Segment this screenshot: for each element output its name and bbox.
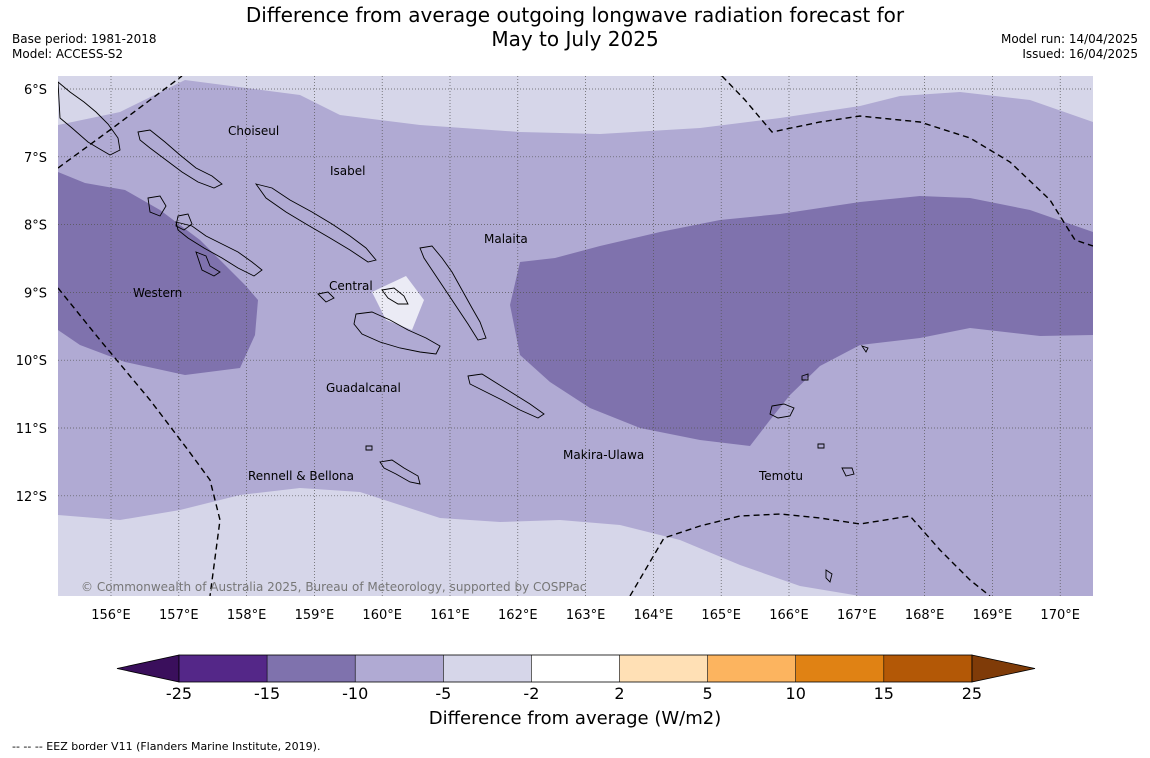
colorbar-tick-label: -5 bbox=[435, 684, 451, 703]
island-bellona bbox=[365, 445, 373, 451]
colorbar-segment bbox=[267, 655, 356, 682]
island-choiseul bbox=[137, 129, 223, 189]
latitude-label: 6°S bbox=[24, 83, 47, 98]
latitude-label: 9°S bbox=[24, 286, 47, 301]
longitude-label: 160°E bbox=[362, 608, 402, 623]
longitude-label: 168°E bbox=[905, 608, 945, 623]
longitude-label: 163°E bbox=[566, 608, 606, 623]
longitude-label: 157°E bbox=[159, 608, 199, 623]
colorbar-segment bbox=[883, 655, 972, 682]
colorbar-extend-high bbox=[971, 654, 1036, 683]
colorbar-segment bbox=[443, 655, 532, 682]
model-name: Model: ACCESS-S2 bbox=[12, 47, 124, 61]
island-bougainville bbox=[58, 81, 121, 156]
colorbar-segment bbox=[355, 655, 444, 682]
colorbar-tick-label: 15 bbox=[874, 684, 894, 703]
island-reef bbox=[801, 373, 809, 381]
map-panel bbox=[58, 76, 1093, 596]
island-south-small bbox=[825, 569, 833, 583]
latitude-labels: 6°S 7°S 8°S 9°S 10°S 11°S 12°S bbox=[16, 83, 47, 505]
place-label-guadalcanal: Guadalcanal bbox=[326, 381, 401, 395]
place-label-choiseul: Choiseul bbox=[228, 124, 279, 138]
title-line-2: May to July 2025 bbox=[491, 27, 659, 51]
copyright-notice: © Commonwealth of Australia 2025, Bureau… bbox=[81, 580, 587, 594]
island-santa-cruz bbox=[769, 403, 795, 419]
colorbar-tick-label: -25 bbox=[166, 684, 192, 703]
colorbar-extend-low bbox=[116, 654, 180, 683]
island-rendova bbox=[195, 251, 221, 277]
region-dark-west bbox=[58, 172, 258, 375]
island-malaita bbox=[419, 245, 487, 341]
eez-border-south-east bbox=[629, 513, 991, 596]
eez-borders bbox=[58, 76, 1093, 596]
issued-date: Issued: 16/04/2025 bbox=[1022, 47, 1138, 61]
model-run: Model run: 14/04/2025 bbox=[1000, 32, 1138, 46]
latitude-label: 8°S bbox=[24, 219, 47, 234]
island-new-georgia bbox=[175, 221, 263, 277]
island-small-east bbox=[860, 345, 869, 353]
island-guadalcanal bbox=[353, 311, 441, 355]
longitude-label: 167°E bbox=[837, 608, 877, 623]
longitude-label: 166°E bbox=[769, 608, 809, 623]
island-makira bbox=[467, 373, 545, 419]
island-vella-lavella bbox=[147, 195, 167, 217]
island-anuta bbox=[841, 467, 855, 477]
longitude-label: 159°E bbox=[295, 608, 335, 623]
region-dark-east bbox=[510, 196, 1093, 446]
longitude-label: 156°E bbox=[91, 608, 131, 623]
longitude-label: 170°E bbox=[1040, 608, 1080, 623]
coastlines bbox=[58, 81, 869, 583]
meta-right: Model run: 14/04/2025 Issued: 16/04/2025 bbox=[1001, 32, 1138, 62]
island-florida bbox=[381, 287, 409, 305]
colorbar-segment bbox=[619, 655, 708, 682]
colorbar-tick-label: 5 bbox=[703, 684, 713, 703]
colorbar-segment bbox=[531, 655, 620, 682]
place-label-western: Western bbox=[133, 286, 182, 300]
title-line-1: Difference from average outgoing longwav… bbox=[245, 3, 905, 27]
longitude-label: 164°E bbox=[634, 608, 674, 623]
meta-left: Base period: 1981-2018 Model: ACCESS-S2 bbox=[12, 32, 157, 62]
colorbar-segment bbox=[179, 655, 268, 682]
island-kolombangara bbox=[175, 213, 193, 231]
eez-border-north-east bbox=[721, 76, 1093, 247]
island-rennell bbox=[379, 459, 421, 485]
colorbar-tick-label: 2 bbox=[614, 684, 624, 703]
place-label-rennell-bellona: Rennell & Bellona bbox=[248, 469, 354, 483]
place-label-isabel: Isabel bbox=[330, 164, 365, 178]
longitude-label: 158°E bbox=[227, 608, 267, 623]
colorbar: -25 -15 -10 -5 -2 2 5 10 15 25 bbox=[116, 654, 1036, 703]
colorbar-tick-label: 10 bbox=[786, 684, 806, 703]
colorbar-segment bbox=[795, 655, 884, 682]
longitude-label: 161°E bbox=[430, 608, 470, 623]
map-title: Difference from average outgoing longwav… bbox=[230, 3, 920, 51]
latitude-label: 12°S bbox=[16, 490, 47, 505]
place-label-central: Central bbox=[329, 279, 373, 293]
island-russell bbox=[317, 291, 335, 303]
colorbar-tick-label: -15 bbox=[254, 684, 280, 703]
base-period: Base period: 1981-2018 bbox=[12, 32, 157, 46]
colorbar-outline bbox=[178, 654, 973, 683]
place-label-makira-ulawa: Makira-Ulawa bbox=[563, 448, 644, 462]
island-isabel bbox=[254, 183, 377, 263]
eez-footnote: -- -- -- EEZ border V11 (Flanders Marine… bbox=[12, 740, 321, 753]
colorbar-tick-label: -2 bbox=[523, 684, 539, 703]
longitude-label: 162°E bbox=[498, 608, 538, 623]
place-label-temotu: Temotu bbox=[758, 469, 803, 483]
latitude-label: 10°S bbox=[16, 354, 47, 369]
island-tikopia bbox=[817, 443, 825, 449]
longitude-labels: 156°E 157°E 158°E 159°E 160°E 161°E 162°E 163°E… bbox=[91, 608, 1080, 623]
eez-border-north-west bbox=[58, 76, 183, 169]
latitude-label: 7°S bbox=[24, 151, 47, 166]
longitude-label: 169°E bbox=[973, 608, 1013, 623]
place-labels: Choiseul Isabel Malaita Western Central … bbox=[133, 124, 803, 483]
colorbar-tick-label: -10 bbox=[342, 684, 368, 703]
latitude-label: 11°S bbox=[16, 422, 47, 437]
colorbar-tick-label: 25 bbox=[962, 684, 982, 703]
colorbar-segment bbox=[707, 655, 796, 682]
colorbar-title: Difference from average (W/m2) bbox=[428, 708, 722, 729]
place-label-malaita: Malaita bbox=[484, 232, 528, 246]
longitude-label: 165°E bbox=[701, 608, 741, 623]
